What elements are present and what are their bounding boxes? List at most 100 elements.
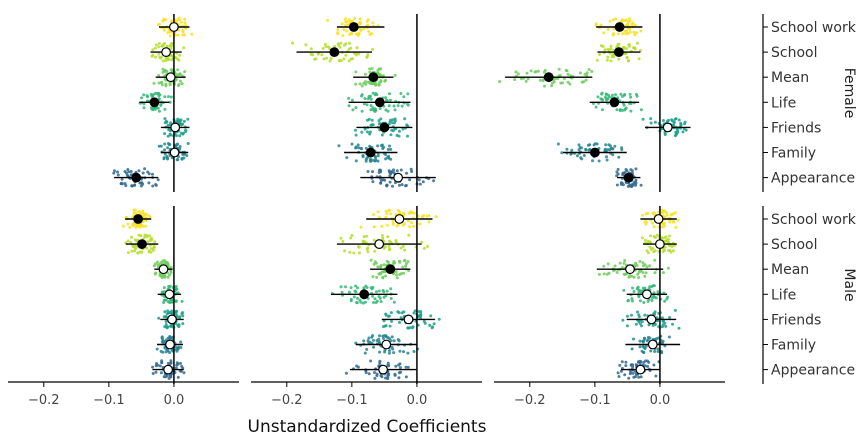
jitter-point bbox=[408, 178, 412, 182]
jitter-point bbox=[164, 59, 167, 63]
x-axis-label: Unstandardized Coefficients bbox=[248, 417, 487, 436]
jitter-point bbox=[162, 339, 166, 343]
jitter-point bbox=[349, 236, 353, 240]
jitter-point bbox=[638, 359, 642, 363]
jitter-point bbox=[410, 221, 413, 225]
jitter-point bbox=[649, 121, 653, 125]
jitter-point bbox=[368, 81, 372, 85]
jitter-point bbox=[347, 104, 351, 108]
jitter-point bbox=[636, 272, 640, 276]
jitter-point bbox=[178, 315, 182, 319]
jitter-point bbox=[666, 118, 670, 122]
jitter-point bbox=[429, 314, 433, 318]
jitter-point bbox=[626, 314, 629, 318]
jitter-point bbox=[161, 59, 165, 63]
estimate-point-mean bbox=[165, 72, 176, 83]
jitter-point bbox=[389, 157, 393, 161]
jitter-point bbox=[622, 288, 626, 292]
jitter-point bbox=[635, 94, 639, 98]
jitter-point bbox=[181, 153, 185, 156]
jitter-point bbox=[389, 133, 393, 137]
jitter-point bbox=[386, 109, 390, 113]
jitter-point bbox=[164, 323, 168, 326]
jitter-point bbox=[397, 376, 401, 380]
jitter-point bbox=[168, 83, 172, 87]
category-label-mean: Mean bbox=[771, 70, 809, 86]
jitter-point bbox=[661, 271, 665, 275]
jitter-point bbox=[350, 98, 354, 102]
jitter-point bbox=[377, 216, 381, 219]
jitter-point bbox=[384, 96, 388, 100]
jitter-point bbox=[169, 266, 173, 269]
jitter-point bbox=[163, 310, 167, 314]
jitter-point bbox=[391, 184, 394, 188]
jitter-point bbox=[126, 222, 130, 226]
jitter-point bbox=[365, 247, 369, 251]
jitter-point bbox=[534, 70, 538, 74]
jitter-point bbox=[638, 362, 642, 366]
jitter-point bbox=[337, 144, 341, 148]
jitter-point bbox=[161, 350, 165, 354]
jitter-point bbox=[643, 274, 647, 278]
jitter-point bbox=[157, 22, 161, 26]
jitter-point bbox=[163, 95, 167, 99]
jitter-point bbox=[401, 223, 405, 227]
jitter-point bbox=[623, 19, 627, 23]
jitter-point bbox=[605, 155, 608, 159]
jitter-point bbox=[158, 262, 162, 266]
jitter-point bbox=[626, 32, 630, 36]
jitter-point bbox=[406, 351, 410, 355]
jitter-point bbox=[633, 23, 637, 27]
jitter-point bbox=[165, 312, 169, 316]
jitter-point bbox=[393, 119, 397, 123]
estimate-point-school bbox=[329, 47, 340, 57]
estimate-point-appearance bbox=[131, 172, 142, 183]
jitter-point bbox=[373, 260, 377, 264]
jitter-point bbox=[409, 167, 413, 171]
jitter-point bbox=[354, 106, 358, 110]
jitter-point bbox=[360, 84, 364, 88]
jitter-point bbox=[410, 211, 414, 215]
jitter-point bbox=[365, 156, 369, 160]
jitter-point bbox=[142, 106, 146, 110]
jitter-point bbox=[648, 245, 652, 249]
jitter-point bbox=[615, 271, 619, 274]
jitter-point bbox=[412, 224, 416, 228]
jitter-point bbox=[660, 208, 664, 212]
jitter-point bbox=[341, 34, 345, 38]
jitter-point bbox=[183, 17, 187, 21]
jitter-point bbox=[600, 108, 604, 112]
jitter-point bbox=[398, 320, 401, 324]
jitter-point bbox=[353, 289, 357, 293]
jitter-point bbox=[402, 259, 406, 263]
jitter-point bbox=[637, 315, 641, 319]
jitter-point bbox=[620, 18, 624, 22]
jitter-point bbox=[356, 286, 359, 290]
jitter-point bbox=[387, 122, 391, 126]
jitter-point bbox=[618, 363, 622, 367]
category-label-life: Life bbox=[771, 287, 796, 303]
jitter-point bbox=[652, 284, 656, 288]
jitter-point bbox=[673, 211, 677, 215]
jitter-point bbox=[611, 147, 615, 151]
jitter-point bbox=[166, 58, 170, 62]
jitter-point bbox=[645, 339, 649, 343]
jitter-point bbox=[352, 251, 356, 255]
jitter-point bbox=[377, 289, 381, 293]
row-axis-female: School work School Mean Life Friends Family Ap… bbox=[762, 14, 857, 192]
jitter-point bbox=[176, 323, 180, 327]
jitter-point bbox=[646, 251, 650, 255]
jitter-point bbox=[163, 142, 167, 146]
jitter-point bbox=[347, 47, 351, 51]
jitter-point bbox=[177, 18, 181, 22]
jitter-point bbox=[610, 93, 614, 97]
jitter-point bbox=[160, 361, 164, 365]
jitter-point bbox=[643, 364, 647, 368]
jitter-point bbox=[166, 146, 170, 150]
jitter-point bbox=[638, 339, 642, 343]
jitter-point bbox=[666, 295, 670, 299]
estimate-point-appearance bbox=[378, 364, 389, 375]
jitter-point bbox=[155, 362, 158, 365]
jitter-point bbox=[519, 77, 523, 81]
jitter-point bbox=[632, 337, 635, 341]
